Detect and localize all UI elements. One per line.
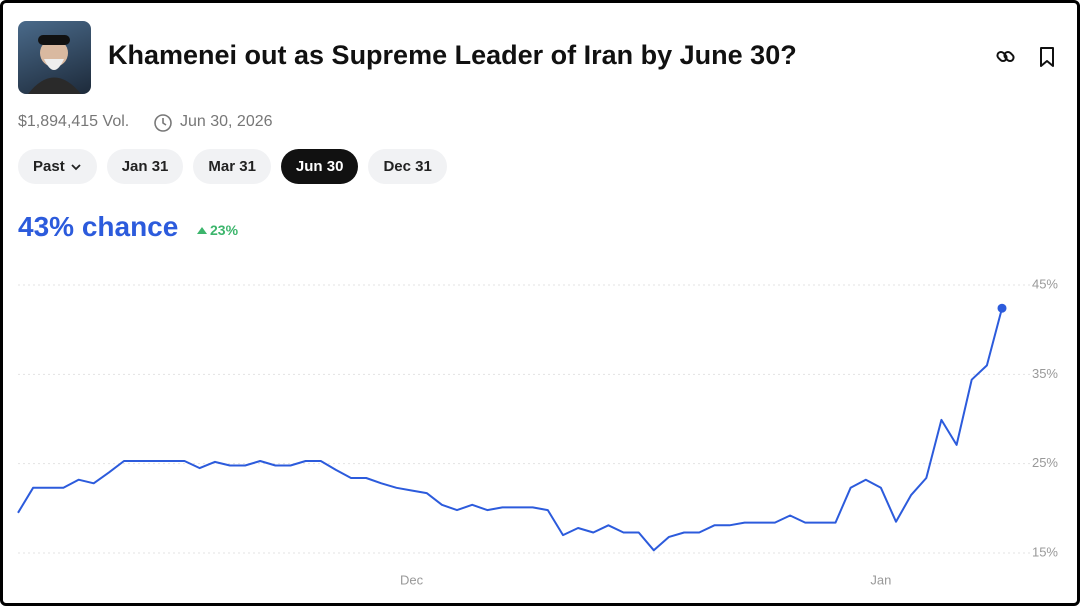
clock-icon bbox=[154, 114, 172, 132]
date-tab[interactable]: Jun 30 bbox=[280, 149, 359, 184]
tab-label: Mar 31 bbox=[208, 158, 256, 175]
date-tab[interactable]: Jan 31 bbox=[106, 149, 184, 184]
end-date: Jun 30, 2026 bbox=[180, 113, 273, 130]
tab-label: Past bbox=[33, 158, 65, 175]
portrait bbox=[28, 35, 81, 94]
y-tick-label: 25% bbox=[1032, 455, 1058, 470]
volume: $1,894,415 Vol. bbox=[18, 113, 130, 130]
chevron bbox=[71, 163, 81, 170]
tab-label: Jun 30 bbox=[295, 158, 344, 175]
x-tick-label: Dec bbox=[400, 572, 424, 587]
line bbox=[17, 307, 1003, 552]
y-tick-label: 15% bbox=[1032, 544, 1058, 559]
date-tab[interactable]: Dec 31 bbox=[368, 149, 447, 184]
bookmark-icon[interactable] bbox=[1038, 46, 1056, 68]
y-tick-label: 35% bbox=[1032, 366, 1058, 381]
up-arrow bbox=[197, 227, 207, 234]
tab-label: Dec 31 bbox=[383, 158, 432, 175]
date-tab[interactable]: Past bbox=[18, 149, 97, 184]
change: 23% bbox=[210, 222, 239, 238]
x-tick-label: Jan bbox=[870, 572, 891, 587]
chance: 43% chance bbox=[18, 211, 179, 242]
date-tab[interactable]: Mar 31 bbox=[193, 149, 271, 184]
end-point bbox=[997, 303, 1007, 313]
market-title: Khamenei out as Supreme Leader of Iran b… bbox=[108, 40, 797, 70]
tab-label: Jan 31 bbox=[121, 158, 169, 175]
date-tabs: Past Jan 31 Mar 31 Jun 30 Dec 31 bbox=[18, 149, 447, 184]
y-tick-label: 45% bbox=[1032, 276, 1058, 291]
link-icon[interactable] bbox=[995, 46, 1017, 68]
market-image bbox=[18, 21, 91, 94]
